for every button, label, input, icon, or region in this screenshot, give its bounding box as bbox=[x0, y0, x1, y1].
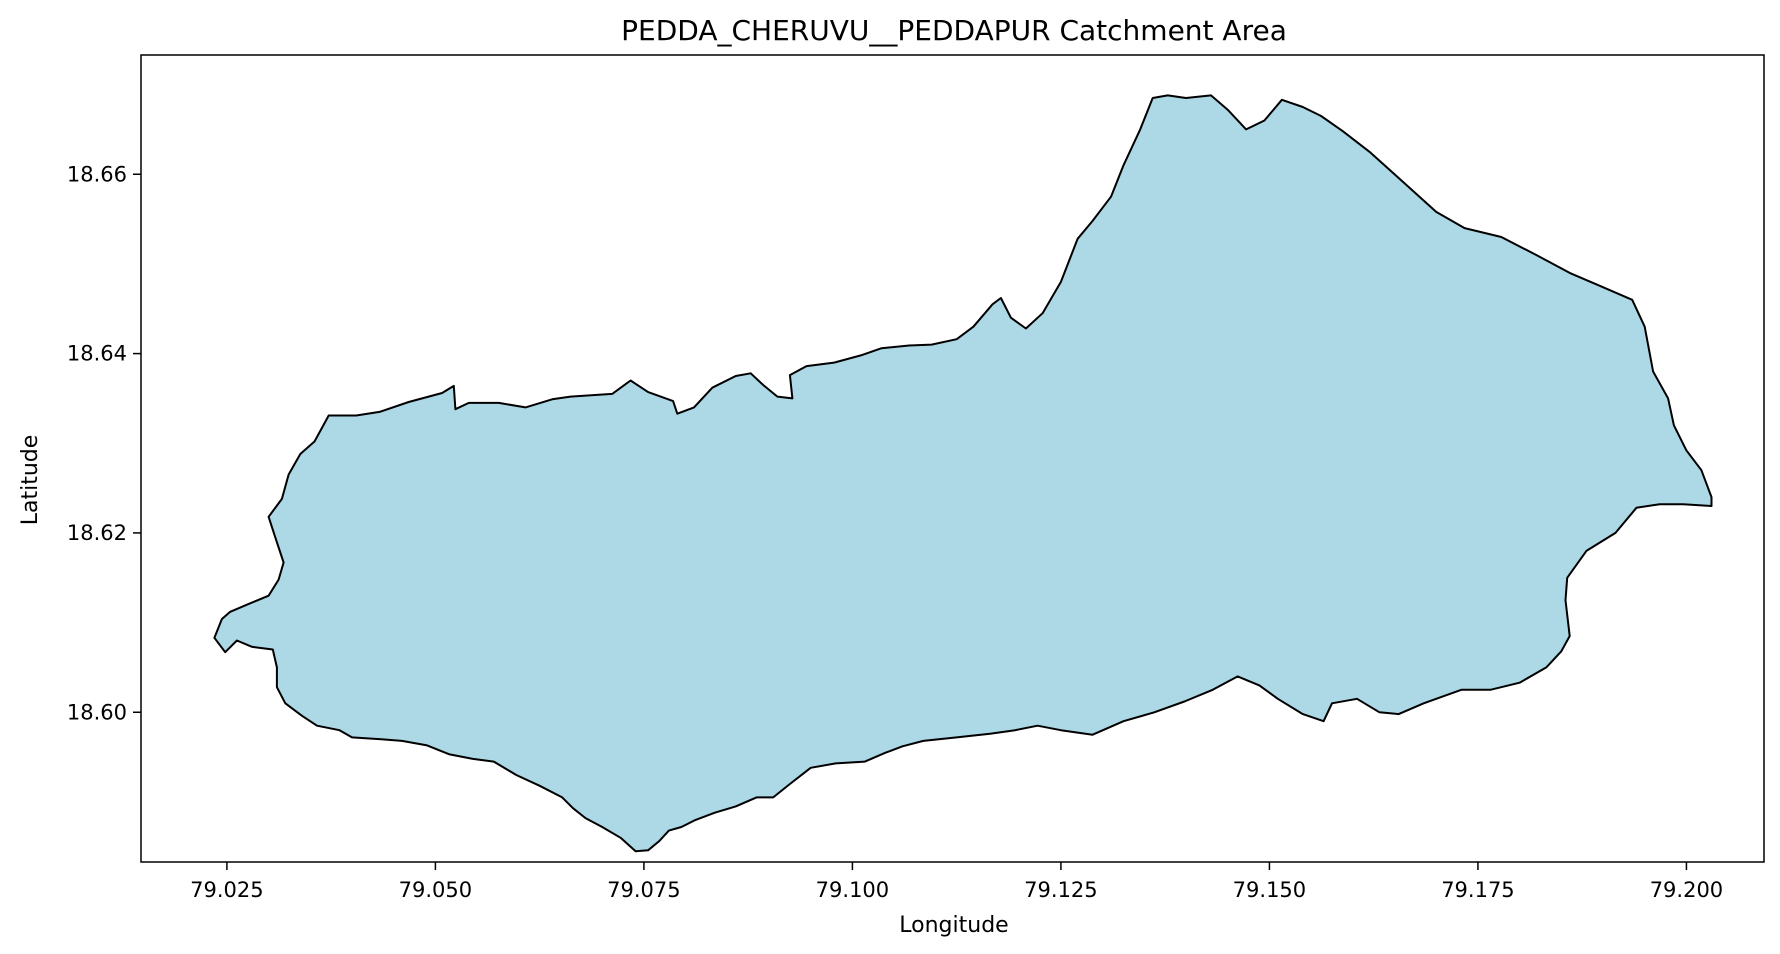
y-tick-label: 18.66 bbox=[67, 162, 127, 186]
x-tick-label: 79.200 bbox=[1650, 878, 1723, 902]
x-tick-label: 79.150 bbox=[1233, 878, 1306, 902]
y-tick-label: 18.64 bbox=[67, 342, 127, 366]
axes-frame bbox=[140, 54, 1765, 863]
x-tick-label: 79.050 bbox=[399, 878, 472, 902]
x-tick-label: 79.025 bbox=[190, 878, 263, 902]
plot-area bbox=[213, 94, 1713, 853]
y-tick-label: 18.62 bbox=[67, 521, 127, 545]
y-tick-label: 18.60 bbox=[67, 700, 127, 724]
catchment-polygon bbox=[213, 94, 1713, 853]
y-axis-label: Latitude bbox=[18, 435, 43, 526]
x-tick-label: 79.175 bbox=[1441, 878, 1514, 902]
x-axis-label: Longitude bbox=[899, 913, 1008, 938]
x-tick-label: 79.100 bbox=[816, 878, 889, 902]
axes: 79.025 79.050 79.075 79.100 79.125 79.150 79.1… bbox=[67, 54, 1765, 902]
chart-title: PEDDA_CHERUVU__PEDDAPUR Catchment Area bbox=[621, 14, 1287, 47]
x-tick-label: 79.075 bbox=[607, 878, 680, 902]
x-tick-label: 79.125 bbox=[1024, 878, 1097, 902]
